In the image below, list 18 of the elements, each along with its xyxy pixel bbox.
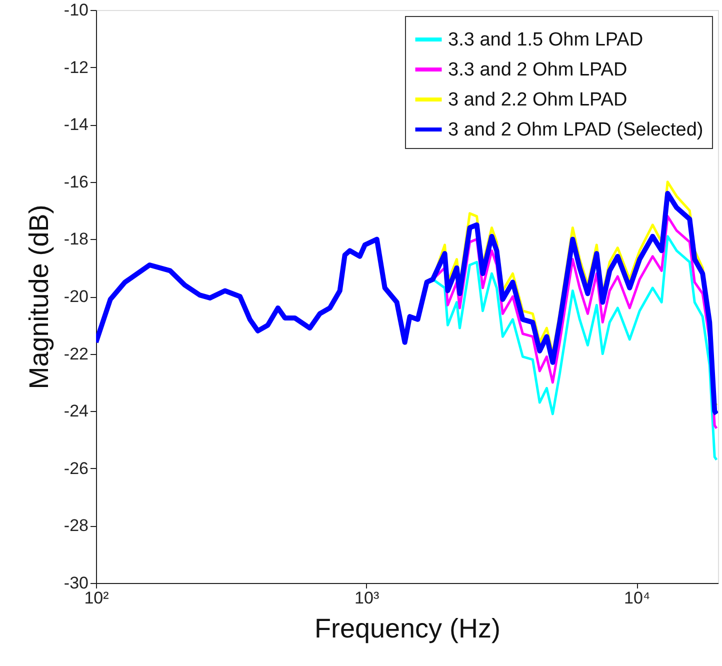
x-tick-label: 10³	[354, 588, 380, 608]
legend-label: 3 and 2.2 Ohm LPAD	[448, 90, 628, 110]
y-tick-label: -12	[64, 58, 88, 77]
y-tick-label: -28	[64, 516, 88, 536]
legend-label: 3.3 and 1.5 Ohm LPAD	[448, 30, 644, 50]
y-tick-label: -22	[64, 344, 88, 364]
y-tick-label: -20	[64, 287, 88, 306]
y-tick-label: -18	[64, 230, 88, 249]
y-tick-label: -14	[64, 115, 88, 134]
y-axis-title: Magnitude (dB)	[24, 204, 54, 390]
y-tick-label: -24	[64, 402, 88, 421]
x-axis-title: Frequency (Hz)	[314, 614, 501, 644]
y-tick-label: -16	[64, 172, 88, 192]
y-tick-label: -10	[64, 0, 88, 20]
y-tick-label: -26	[64, 458, 88, 478]
legend-label: 3.3 and 2 Ohm LPAD	[448, 60, 628, 80]
x-tick-label: 10⁴	[624, 588, 650, 608]
legend-label: 3 and 2 Ohm LPAD (Selected)	[448, 120, 704, 140]
